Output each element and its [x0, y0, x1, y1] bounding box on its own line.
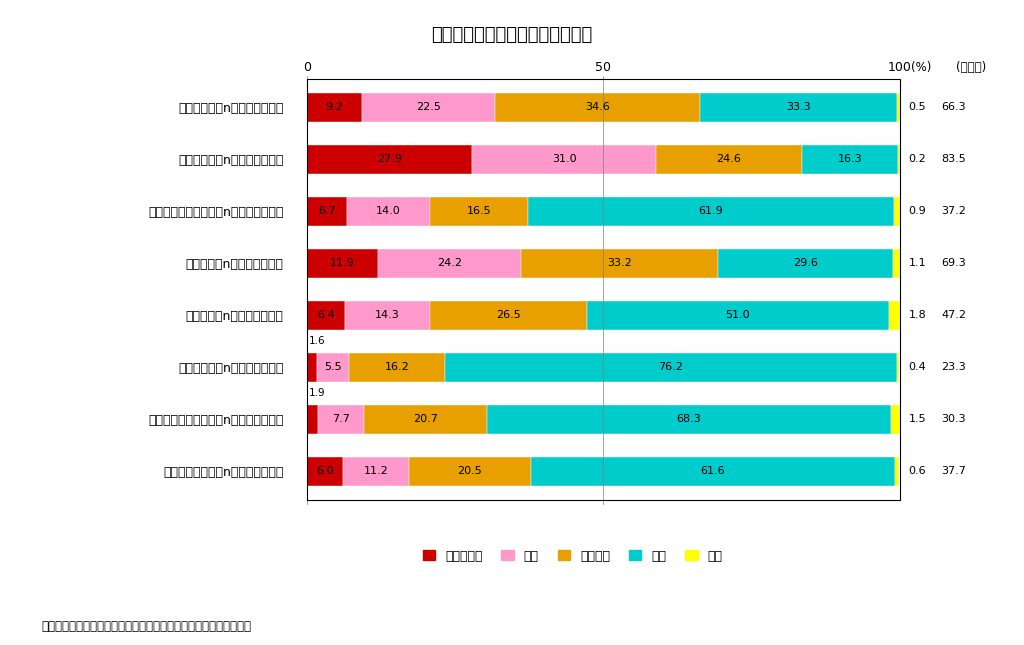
Text: 30.3: 30.3 [941, 414, 966, 424]
Text: 0.9: 0.9 [908, 206, 927, 216]
Text: 22.5: 22.5 [416, 103, 440, 112]
Text: 50: 50 [595, 61, 611, 74]
Bar [347, 197, 430, 226]
Bar [896, 457, 899, 486]
Text: 6.4: 6.4 [317, 310, 335, 321]
Text: 20.5: 20.5 [458, 466, 482, 477]
Text: 47.2: 47.2 [941, 310, 966, 321]
Text: 1.1: 1.1 [908, 259, 926, 268]
Bar [700, 93, 897, 122]
Bar [802, 145, 898, 174]
Bar [307, 457, 343, 486]
Text: 31.0: 31.0 [552, 154, 577, 164]
Bar [318, 405, 364, 433]
Bar [316, 353, 349, 382]
Text: 51.0: 51.0 [726, 310, 751, 321]
Text: 83.5: 83.5 [941, 154, 966, 164]
Text: 34.6: 34.6 [585, 103, 610, 112]
Text: 100: 100 [888, 61, 911, 74]
Text: 11.9: 11.9 [330, 259, 354, 268]
Text: 1.5: 1.5 [908, 414, 926, 424]
Text: 37.7: 37.7 [941, 466, 966, 477]
Text: 14.3: 14.3 [375, 310, 399, 321]
Bar [307, 197, 347, 226]
Bar [307, 353, 316, 382]
Text: 1.8: 1.8 [908, 310, 927, 321]
Text: 16.3: 16.3 [838, 154, 862, 164]
Bar [307, 93, 361, 122]
Bar [718, 249, 893, 277]
Bar [307, 405, 318, 433]
Bar [495, 93, 700, 122]
Text: 33.2: 33.2 [607, 259, 632, 268]
Text: 76.2: 76.2 [658, 362, 683, 372]
Legend: 大いに不足, 不足, やや不足, 適当, 過剰: 大いに不足, 不足, やや不足, 適当, 過剰 [418, 544, 728, 568]
Bar [409, 457, 530, 486]
Bar [307, 145, 472, 174]
Text: 0.6: 0.6 [908, 466, 926, 477]
Bar [486, 405, 891, 433]
Bar [894, 197, 900, 226]
Text: 14.0: 14.0 [376, 206, 400, 216]
Text: 11.2: 11.2 [364, 466, 388, 477]
Text: 0.2: 0.2 [908, 154, 927, 164]
Bar [897, 93, 900, 122]
Bar [891, 405, 900, 433]
Text: 1.9: 1.9 [309, 388, 326, 398]
Text: （注）　四捨五入の関係で合計値が１００にならないものがある。: （注） 四捨五入の関係で合計値が１００にならないものがある。 [41, 620, 251, 633]
Bar [521, 249, 718, 277]
Text: 24.2: 24.2 [437, 259, 462, 268]
Text: 0.4: 0.4 [908, 362, 927, 372]
Text: 26.5: 26.5 [496, 310, 520, 321]
Text: 6.0: 6.0 [316, 466, 334, 477]
Text: 61.9: 61.9 [698, 206, 723, 216]
Bar [445, 353, 897, 382]
Text: 27.9: 27.9 [377, 154, 402, 164]
Text: 1.6: 1.6 [309, 336, 326, 346]
Bar [343, 457, 409, 486]
Bar [345, 301, 430, 330]
Text: 7.7: 7.7 [332, 414, 350, 424]
Text: (%): (%) [911, 61, 932, 74]
Bar [349, 353, 445, 382]
Text: 9.2: 9.2 [326, 103, 343, 112]
Bar [527, 197, 894, 226]
Text: 61.6: 61.6 [700, 466, 725, 477]
Text: 0: 0 [303, 61, 311, 74]
Text: 20.7: 20.7 [413, 414, 438, 424]
Text: 37.2: 37.2 [941, 206, 966, 216]
Text: 16.2: 16.2 [385, 362, 410, 372]
Bar [378, 249, 521, 277]
Text: 5.5: 5.5 [325, 362, 342, 372]
Bar [893, 249, 900, 277]
Text: 23.3: 23.3 [941, 362, 966, 372]
Bar [472, 145, 656, 174]
Bar [889, 301, 900, 330]
Bar [530, 457, 896, 486]
Bar [307, 249, 378, 277]
Bar [307, 301, 345, 330]
Text: 66.3: 66.3 [941, 103, 966, 112]
Text: (不足感): (不足感) [956, 61, 986, 74]
Text: 29.6: 29.6 [793, 259, 818, 268]
Text: 69.3: 69.3 [941, 259, 966, 268]
Bar [898, 145, 900, 174]
Text: 6.7: 6.7 [318, 206, 336, 216]
Bar [897, 353, 899, 382]
Bar [430, 197, 527, 226]
Bar [656, 145, 802, 174]
Text: 33.3: 33.3 [786, 103, 811, 112]
Bar [587, 301, 889, 330]
Text: 24.6: 24.6 [717, 154, 741, 164]
Bar [430, 301, 587, 330]
Bar [361, 93, 495, 122]
Text: 図３　従業員の職種別過不足状況: 図３ 従業員の職種別過不足状況 [431, 26, 593, 44]
Bar [364, 405, 486, 433]
Text: 0.5: 0.5 [908, 103, 926, 112]
Text: 16.5: 16.5 [466, 206, 490, 216]
Text: 68.3: 68.3 [677, 414, 701, 424]
